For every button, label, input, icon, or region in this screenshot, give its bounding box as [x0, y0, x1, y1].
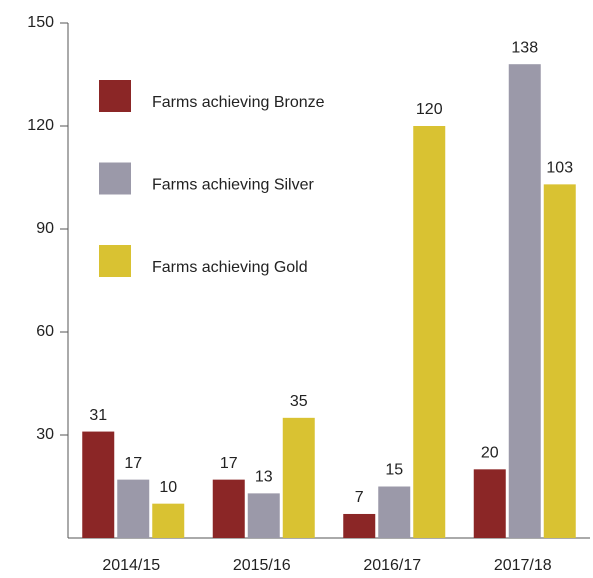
y-tick-label: 60	[36, 323, 54, 340]
bar	[508, 64, 541, 538]
y-tick-label: 90	[36, 220, 54, 237]
legend-swatch	[99, 245, 131, 277]
data-label: 35	[290, 393, 308, 410]
x-tick-label: 2017/18	[494, 557, 552, 574]
y-tick-label: 150	[27, 14, 54, 31]
data-label: 17	[124, 455, 142, 472]
bar	[282, 417, 315, 538]
data-label: 20	[481, 445, 499, 462]
legend-swatch	[99, 162, 131, 195]
data-label: 7	[355, 489, 364, 506]
data-label: 138	[511, 39, 538, 56]
data-label: 17	[220, 455, 238, 472]
x-tick-label: 2014/15	[102, 557, 160, 574]
bar	[247, 493, 280, 538]
bar	[343, 513, 376, 538]
x-tick-label: 2015/16	[233, 557, 291, 574]
x-tick-label: 2016/17	[363, 557, 421, 574]
data-label: 13	[255, 469, 273, 486]
bar	[117, 479, 150, 538]
data-label: 10	[159, 479, 177, 496]
legend-label: Farms achieving Silver	[152, 177, 315, 194]
legend-label: Farms achieving Bronze	[152, 94, 325, 111]
bar	[152, 503, 185, 538]
bar	[543, 184, 576, 538]
bar	[82, 431, 115, 538]
bar	[378, 486, 411, 538]
bar	[413, 126, 446, 538]
legend-label: Farms achieving Gold	[152, 259, 308, 276]
y-tick-label: 30	[36, 426, 54, 443]
data-label: 31	[89, 407, 107, 424]
y-tick-label: 120	[27, 117, 54, 134]
data-label: 15	[385, 462, 403, 479]
legend-swatch	[99, 80, 131, 112]
bar	[212, 479, 245, 538]
data-label: 120	[416, 101, 443, 118]
data-label: 103	[546, 160, 573, 177]
bar	[473, 469, 506, 538]
